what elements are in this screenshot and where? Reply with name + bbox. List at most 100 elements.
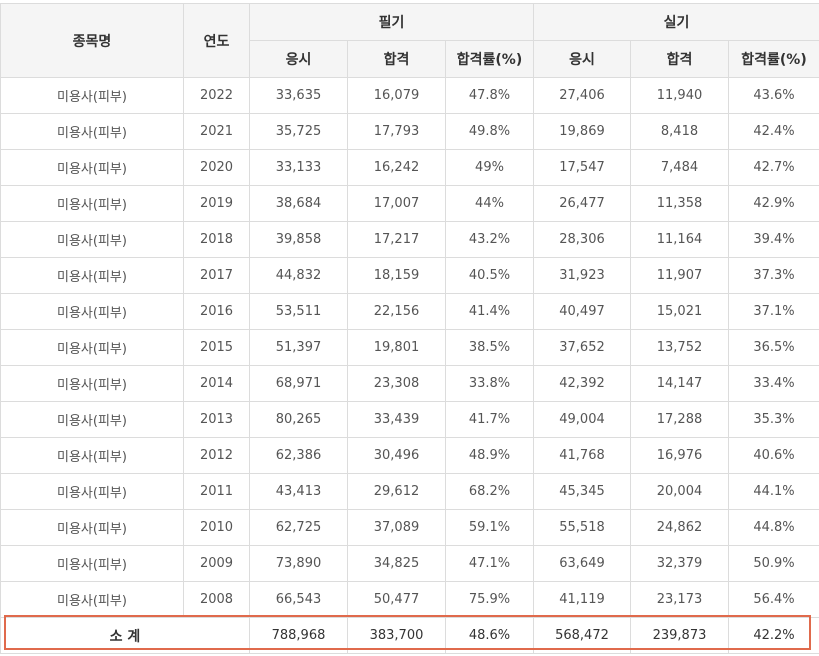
cell-item-name: 미용사(피부) bbox=[0, 365, 184, 402]
table-body: 미용사(피부) 2022 33,635 16,079 47.8% 27,406 … bbox=[0, 77, 819, 654]
cell-written-passed: 19,801 bbox=[347, 329, 446, 366]
table-row: 미용사(피부) 2015 51,397 19,801 38.5% 37,652 … bbox=[0, 329, 819, 366]
cell-written-applicants: 62,386 bbox=[249, 437, 348, 474]
cell-written-applicants: 33,635 bbox=[249, 77, 348, 114]
header-written-pass-rate: 합격률(%) bbox=[445, 40, 534, 78]
cell-written-applicants: 73,890 bbox=[249, 545, 348, 582]
cell-written-passed: 22,156 bbox=[347, 293, 446, 330]
cell-item-name: 미용사(피부) bbox=[0, 473, 184, 510]
cell-written-applicants: 44,832 bbox=[249, 257, 348, 294]
cell-practical-pass-rate: 44.8% bbox=[728, 509, 819, 546]
cell-practical-applicants: 42,392 bbox=[533, 365, 631, 402]
cell-written-passed: 23,308 bbox=[347, 365, 446, 402]
cell-item-name: 미용사(피부) bbox=[0, 77, 184, 114]
table-row: 미용사(피부) 2016 53,511 22,156 41.4% 40,497 … bbox=[0, 293, 819, 330]
cell-practical-pass-rate: 50.9% bbox=[728, 545, 819, 582]
cell-written-passed: 50,477 bbox=[347, 581, 446, 618]
cell-item-name: 미용사(피부) bbox=[0, 185, 184, 222]
cell-item-name: 미용사(피부) bbox=[0, 149, 184, 186]
total-row: 소 계 788,968 383,700 48.6% 568,472 239,87… bbox=[0, 617, 819, 654]
cell-practical-passed: 13,752 bbox=[630, 329, 729, 366]
cell-written-passed: 37,089 bbox=[347, 509, 446, 546]
table-row: 미용사(피부) 2009 73,890 34,825 47.1% 63,649 … bbox=[0, 545, 819, 582]
cell-year: 2017 bbox=[183, 257, 250, 294]
cell-written-passed: 34,825 bbox=[347, 545, 446, 582]
cell-practical-applicants: 49,004 bbox=[533, 401, 631, 438]
cell-year: 2015 bbox=[183, 329, 250, 366]
cell-written-pass-rate: 49.8% bbox=[445, 113, 534, 150]
cell-written-passed: 17,007 bbox=[347, 185, 446, 222]
cell-written-pass-rate: 44% bbox=[445, 185, 534, 222]
cell-item-name: 미용사(피부) bbox=[0, 329, 184, 366]
header-written-passed: 합격 bbox=[347, 40, 446, 78]
cell-written-passed: 29,612 bbox=[347, 473, 446, 510]
cell-written-pass-rate: 59.1% bbox=[445, 509, 534, 546]
table-row: 미용사(피부) 2022 33,635 16,079 47.8% 27,406 … bbox=[0, 77, 819, 114]
cell-year: 2016 bbox=[183, 293, 250, 330]
cell-written-passed: 33,439 bbox=[347, 401, 446, 438]
cell-practical-passed: 11,164 bbox=[630, 221, 729, 258]
header-practical-pass-rate: 합격률(%) bbox=[728, 40, 819, 78]
cell-written-pass-rate: 49% bbox=[445, 149, 534, 186]
header-practical-applicants: 응시 bbox=[533, 40, 631, 78]
cell-written-passed: 16,242 bbox=[347, 149, 446, 186]
cell-practical-passed: 14,147 bbox=[630, 365, 729, 402]
cell-written-applicants: 68,971 bbox=[249, 365, 348, 402]
cell-practical-passed: 15,021 bbox=[630, 293, 729, 330]
cell-item-name: 미용사(피부) bbox=[0, 293, 184, 330]
table-row: 미용사(피부) 2019 38,684 17,007 44% 26,477 11… bbox=[0, 185, 819, 222]
cell-year: 2019 bbox=[183, 185, 250, 222]
table-row: 미용사(피부) 2014 68,971 23,308 33.8% 42,392 … bbox=[0, 365, 819, 402]
cell-practical-applicants: 28,306 bbox=[533, 221, 631, 258]
cell-written-applicants: 35,725 bbox=[249, 113, 348, 150]
cell-practical-pass-rate: 37.1% bbox=[728, 293, 819, 330]
cell-year: 2008 bbox=[183, 581, 250, 618]
cell-practical-passed: 7,484 bbox=[630, 149, 729, 186]
cell-written-pass-rate: 33.8% bbox=[445, 365, 534, 402]
cell-practical-applicants: 41,119 bbox=[533, 581, 631, 618]
total-practical-pass-rate: 42.2% bbox=[728, 617, 819, 654]
table-row: 미용사(피부) 2011 43,413 29,612 68.2% 45,345 … bbox=[0, 473, 819, 510]
cell-written-passed: 18,159 bbox=[347, 257, 446, 294]
cell-written-pass-rate: 41.7% bbox=[445, 401, 534, 438]
total-written-applicants: 788,968 bbox=[249, 617, 348, 654]
table-row: 미용사(피부) 2013 80,265 33,439 41.7% 49,004 … bbox=[0, 401, 819, 438]
cell-practical-passed: 20,004 bbox=[630, 473, 729, 510]
table-row: 미용사(피부) 2018 39,858 17,217 43.2% 28,306 … bbox=[0, 221, 819, 258]
total-practical-passed: 239,873 bbox=[630, 617, 729, 654]
cell-written-passed: 30,496 bbox=[347, 437, 446, 474]
cell-written-pass-rate: 38.5% bbox=[445, 329, 534, 366]
cell-year: 2021 bbox=[183, 113, 250, 150]
cell-year: 2011 bbox=[183, 473, 250, 510]
cell-practical-applicants: 17,547 bbox=[533, 149, 631, 186]
cell-item-name: 미용사(피부) bbox=[0, 437, 184, 474]
header-practical-passed: 합격 bbox=[630, 40, 729, 78]
cell-practical-passed: 17,288 bbox=[630, 401, 729, 438]
cell-written-pass-rate: 47.1% bbox=[445, 545, 534, 582]
cell-written-pass-rate: 43.2% bbox=[445, 221, 534, 258]
cell-item-name: 미용사(피부) bbox=[0, 581, 184, 618]
cell-practical-applicants: 31,923 bbox=[533, 257, 631, 294]
cell-practical-passed: 8,418 bbox=[630, 113, 729, 150]
cell-written-applicants: 38,684 bbox=[249, 185, 348, 222]
header-row-sub: 응시 합격 합격률(%) 응시 합격 합격률(%) bbox=[1, 40, 819, 78]
cell-year: 2014 bbox=[183, 365, 250, 402]
cell-written-pass-rate: 68.2% bbox=[445, 473, 534, 510]
exam-stats-table: 종목명 연도 필기 실기 응시 합격 합격률(%) 응시 합격 합격률(%) 미… bbox=[0, 3, 819, 654]
cell-practical-passed: 32,379 bbox=[630, 545, 729, 582]
cell-practical-pass-rate: 42.7% bbox=[728, 149, 819, 186]
cell-written-applicants: 39,858 bbox=[249, 221, 348, 258]
cell-written-applicants: 33,133 bbox=[249, 149, 348, 186]
cell-written-applicants: 43,413 bbox=[249, 473, 348, 510]
cell-practical-pass-rate: 40.6% bbox=[728, 437, 819, 474]
cell-year: 2020 bbox=[183, 149, 250, 186]
cell-practical-applicants: 40,497 bbox=[533, 293, 631, 330]
table-row: 미용사(피부) 2020 33,133 16,242 49% 17,547 7,… bbox=[0, 149, 819, 186]
cell-practical-pass-rate: 35.3% bbox=[728, 401, 819, 438]
cell-practical-passed: 11,907 bbox=[630, 257, 729, 294]
cell-written-pass-rate: 40.5% bbox=[445, 257, 534, 294]
table-row: 미용사(피부) 2012 62,386 30,496 48.9% 41,768 … bbox=[0, 437, 819, 474]
total-written-pass-rate: 48.6% bbox=[445, 617, 534, 654]
cell-practical-passed: 24,862 bbox=[630, 509, 729, 546]
cell-practical-applicants: 41,768 bbox=[533, 437, 631, 474]
